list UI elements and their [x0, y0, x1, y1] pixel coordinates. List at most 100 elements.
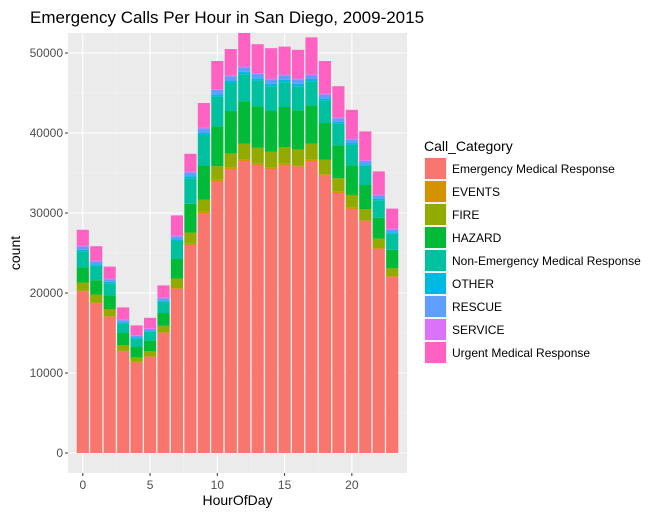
- bar-segment: [359, 220, 372, 221]
- bar-segment: [76, 246, 89, 250]
- x-tick-label: 5: [147, 478, 154, 492]
- bar-segment: [90, 264, 103, 266]
- bar-segment: [238, 159, 251, 161]
- bar-segment: [224, 169, 237, 453]
- bar-segment: [184, 203, 197, 233]
- bar-segment: [76, 229, 89, 246]
- bar-segment: [157, 285, 170, 298]
- bar-segment: [170, 288, 184, 289]
- bar-segment: [386, 268, 399, 277]
- bar-segment: [197, 165, 210, 200]
- legend-key: [425, 204, 446, 225]
- bars: [76, 33, 399, 453]
- bar-segment: [211, 89, 224, 95]
- bar-segment: [211, 126, 224, 167]
- bar-segment: [278, 74, 291, 76]
- bar-segment: [305, 161, 318, 453]
- bar-segment: [251, 147, 264, 164]
- bar-segment: [211, 179, 224, 181]
- legend-key: [425, 273, 446, 294]
- bar-segment: [224, 80, 237, 83]
- bar-segment: [238, 71, 251, 75]
- bar-segment: [170, 258, 184, 279]
- legend-label: OTHER: [452, 277, 494, 291]
- x-axis-title: HourOfDay: [202, 492, 272, 508]
- bar-segment: [103, 283, 116, 296]
- legend-key: [425, 227, 446, 248]
- bar-segment: [117, 350, 130, 352]
- bar-segment: [318, 61, 331, 94]
- bar-segment: [184, 176, 197, 179]
- bar-segment: [103, 316, 116, 317]
- legend: Call_Category Emergency Medical Response…: [424, 138, 641, 364]
- bar-segment: [359, 209, 372, 221]
- legend-label: FIRE: [452, 208, 479, 222]
- bar-segment: [76, 251, 89, 268]
- bar-segment: [251, 106, 264, 148]
- bar-segment: [90, 261, 103, 265]
- legend-label: Non-Emergency Medical Response: [452, 254, 641, 268]
- bar-segment: [76, 282, 89, 291]
- bar-segment: [278, 46, 291, 75]
- bar-segment: [305, 74, 318, 75]
- bar-segment: [184, 172, 197, 177]
- bar-segment: [265, 151, 278, 168]
- bar-segment: [386, 232, 399, 234]
- legend-label: Emergency Medical Response: [452, 162, 615, 176]
- bar-segment: [318, 100, 331, 123]
- bar-segment: [359, 165, 372, 185]
- bar-segment: [170, 235, 184, 237]
- bar-segment: [372, 198, 385, 201]
- bar-segment: [144, 357, 157, 453]
- chart-title: Emergency Calls Per Hour in San Diego, 2…: [30, 8, 424, 27]
- legend-key: [425, 296, 446, 317]
- bar-segment: [157, 300, 170, 302]
- bar-segment: [103, 309, 116, 317]
- bar-segment: [170, 278, 184, 289]
- bar-segment: [197, 103, 210, 128]
- bar-segment: [345, 109, 358, 139]
- bar-segment: [90, 303, 103, 453]
- legend-key: [425, 158, 446, 179]
- bar-segment: [345, 207, 358, 209]
- bar-segment: [265, 167, 278, 169]
- bar-segment: [318, 98, 331, 101]
- bar-segment: [90, 265, 103, 281]
- bar-segment: [224, 76, 237, 81]
- bar-segment: [332, 145, 345, 179]
- bar-segment: [184, 245, 197, 453]
- bar-segment: [130, 337, 143, 339]
- bar-segment: [184, 178, 197, 204]
- bar-segment: [103, 266, 116, 279]
- bar-segment: [157, 301, 170, 313]
- bar-segment: [291, 49, 305, 79]
- bar-segment: [278, 165, 291, 453]
- bar-segment: [170, 289, 184, 453]
- y-tick-label: 10000: [30, 366, 64, 380]
- bar-segment: [117, 320, 130, 323]
- bar-segment: [372, 171, 385, 195]
- bar-segment: [265, 111, 278, 152]
- x-tick-label: 0: [79, 478, 86, 492]
- bar-segment: [197, 135, 210, 166]
- bar-segment: [359, 131, 372, 161]
- bar-segment: [130, 335, 143, 336]
- bar-segment: [265, 169, 278, 453]
- bar-segment: [291, 78, 305, 80]
- bar-segment: [332, 118, 345, 122]
- bar-segment: [345, 139, 358, 143]
- bar-segment: [144, 340, 157, 351]
- bar-segment: [211, 89, 224, 90]
- bar-segment: [224, 49, 237, 76]
- bar-segment: [386, 233, 399, 250]
- bar-segment: [318, 174, 331, 176]
- bar-segment: [238, 101, 251, 144]
- bar-segment: [144, 328, 157, 329]
- bar-segment: [103, 281, 116, 284]
- bar-segment: [170, 215, 184, 236]
- x-tick-label: 20: [345, 478, 359, 492]
- bar-segment: [332, 86, 345, 118]
- bar-segment: [265, 78, 278, 80]
- bar-segment: [359, 160, 372, 161]
